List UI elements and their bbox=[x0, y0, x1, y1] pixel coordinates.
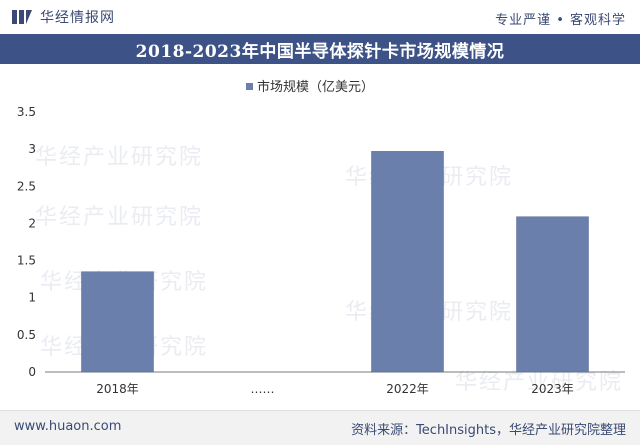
y-tick-label: 0 bbox=[28, 365, 36, 379]
watermark: 华经产业研究院 bbox=[455, 370, 623, 395]
brand-logo-icon bbox=[12, 10, 32, 24]
y-tick-label: 1 bbox=[28, 291, 36, 305]
top-bar: 华经情报网 专业严谨 • 客观科学 bbox=[0, 0, 640, 34]
watermark: 华经产业研究院 bbox=[35, 205, 203, 230]
bar bbox=[516, 216, 589, 373]
x-tick-label: 2018年 bbox=[96, 382, 139, 396]
footer: www.huaon.com 资料来源：TechInsights，华经产业研究院整… bbox=[0, 410, 640, 445]
chart-title: 2018-2023年中国半导体探针卡市场规模情况 bbox=[135, 41, 505, 62]
bar-chart: 华经产业研究院华经产业研究院华经产业研究院华经产业研究院华经产业研究院华经产业研… bbox=[17, 79, 625, 396]
y-tick-label: 0.5 bbox=[17, 328, 36, 342]
chart-area: 华经产业研究院华经产业研究院华经产业研究院华经产业研究院华经产业研究院华经产业研… bbox=[0, 64, 640, 410]
legend-label: 市场规模（亿美元） bbox=[257, 79, 374, 95]
y-tick-label: 3 bbox=[28, 142, 36, 156]
title-bar: 2018-2023年中国半导体探针卡市场规模情况 bbox=[0, 34, 640, 64]
brand-name: 华经情报网 bbox=[40, 10, 115, 26]
legend-swatch bbox=[246, 83, 253, 90]
y-tick-label: 2 bbox=[28, 216, 36, 230]
y-tick-label: 2.5 bbox=[17, 179, 36, 193]
y-tick-label: 3.5 bbox=[17, 105, 36, 119]
bar bbox=[371, 151, 444, 373]
x-tick-label: 2022年 bbox=[386, 382, 429, 396]
site-url: www.huaon.com bbox=[14, 419, 122, 434]
x-tick-label: …… bbox=[251, 382, 275, 396]
bar bbox=[81, 271, 154, 373]
y-tick-label: 1.5 bbox=[17, 254, 36, 268]
tagline: 专业严谨 • 客观科学 bbox=[495, 13, 626, 28]
brand: 华经情报网 bbox=[12, 8, 115, 26]
source-note: 资料来源：TechInsights，华经产业研究院整理 bbox=[351, 423, 626, 438]
x-tick-label: 2023年 bbox=[531, 382, 574, 396]
watermark: 华经产业研究院 bbox=[35, 145, 203, 170]
